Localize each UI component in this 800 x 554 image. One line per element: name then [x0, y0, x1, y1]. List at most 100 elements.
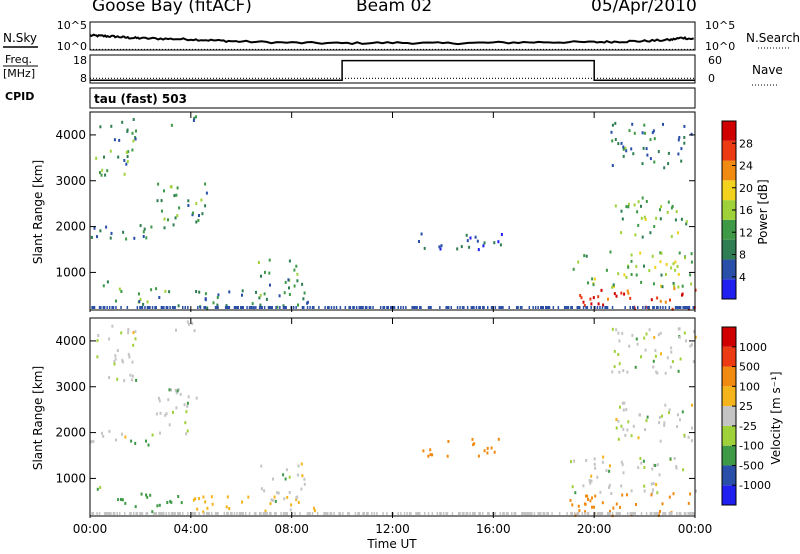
velocity-cell [297, 464, 300, 468]
power-cell [644, 306, 647, 309]
velocity-cell [233, 512, 236, 515]
power-cell [502, 306, 504, 309]
velocity-cell [629, 512, 631, 515]
nave-tick-bottom: 0 [708, 72, 715, 85]
power-cell [174, 306, 176, 309]
power-cell [328, 306, 330, 309]
power-cell [667, 151, 670, 155]
power-cell [622, 145, 625, 149]
velocity-cell [633, 512, 635, 515]
power-cell [694, 288, 697, 292]
velocity-cell [654, 354, 657, 358]
velocity-cell [684, 512, 687, 515]
velocity-cell [263, 489, 266, 493]
power-cell [660, 273, 663, 277]
velocity-cell [165, 512, 168, 515]
power-cell [252, 306, 255, 310]
power-cell [672, 282, 675, 285]
velocity-cell [661, 502, 664, 506]
velocity-cell [558, 512, 561, 515]
velocity-cell [158, 503, 161, 507]
velocity-cell [217, 512, 219, 515]
velocity-cell [226, 495, 229, 499]
power-cell [623, 273, 626, 277]
power-cell [521, 306, 523, 309]
velocity-cell [159, 411, 162, 415]
power-cell [460, 245, 463, 249]
power-cell [368, 306, 371, 309]
power-cell [645, 147, 648, 151]
velocity-cell [161, 512, 164, 515]
velocity-cell [585, 459, 588, 462]
power-cell [623, 292, 626, 296]
velocity-cell [662, 512, 664, 515]
power-cell [258, 296, 261, 300]
velocity-cell [497, 437, 500, 441]
power-cell [93, 306, 96, 309]
power-cell [689, 273, 692, 277]
velocity-cell [347, 512, 349, 515]
power-cell [674, 218, 677, 222]
velocity-cell [187, 395, 190, 399]
power-cell [327, 306, 329, 309]
power-colorbar-tick-label: 28 [739, 137, 753, 150]
power-cell [176, 214, 179, 218]
velocity-cell [622, 408, 625, 412]
power-cell [242, 306, 244, 309]
velocity-cell [621, 401, 624, 405]
velocity-cell [499, 512, 502, 515]
velocity-cell [204, 500, 207, 504]
power-colorbar-tick-label: 24 [739, 160, 753, 173]
power-cell [293, 268, 296, 272]
power-cell [125, 162, 128, 166]
velocity-cell [615, 502, 618, 506]
velocity-cell [653, 336, 656, 339]
power-cell [604, 306, 606, 309]
power-colorbar: 4 8 12 16 20 24 28 [721, 120, 753, 300]
velocity-cell [608, 485, 610, 489]
velocity-cell [570, 460, 572, 464]
velocity-cell [656, 463, 659, 467]
power-cell [601, 306, 604, 309]
velocity-cell [600, 512, 602, 515]
power-colorbar-segment [722, 140, 736, 161]
power-cell [122, 230, 125, 234]
power-cell [446, 306, 449, 309]
freq-label: Freq. [5, 53, 32, 66]
velocity-cell [628, 344, 631, 348]
velocity-cell [431, 453, 434, 457]
power-cell [104, 173, 107, 177]
velocity-cell [505, 512, 508, 515]
power-cell [684, 256, 687, 260]
velocity-cell [526, 512, 528, 515]
velocity-cell [652, 482, 655, 485]
power-cell [142, 302, 145, 306]
velocity-cell [140, 512, 142, 515]
velocity-cell [654, 464, 657, 467]
power-cell [358, 306, 360, 309]
power-cell [251, 306, 253, 309]
velocity-cell [129, 373, 132, 377]
power-cell [615, 294, 618, 298]
power-cell [275, 306, 277, 309]
power-cell [611, 285, 614, 289]
velocity-cell [644, 428, 647, 432]
velocity-cell [102, 434, 105, 438]
velocity-cell [408, 512, 411, 515]
power-cell [174, 216, 177, 220]
velocity-cell [690, 439, 693, 443]
power-cell [547, 306, 549, 309]
power-cell [295, 306, 297, 309]
power-cell [582, 306, 585, 309]
velocity-cell [154, 512, 156, 515]
velocity-cell [253, 512, 256, 515]
velocity-cell [406, 512, 408, 515]
power-cell [599, 306, 601, 309]
power-cell [288, 293, 291, 296]
power-cell [187, 204, 190, 207]
velocity-cell [634, 512, 636, 515]
velocity-cell [269, 512, 271, 515]
velocity-cell [175, 328, 177, 332]
power-cell [261, 306, 263, 309]
cpid-label: CPID [5, 90, 34, 103]
